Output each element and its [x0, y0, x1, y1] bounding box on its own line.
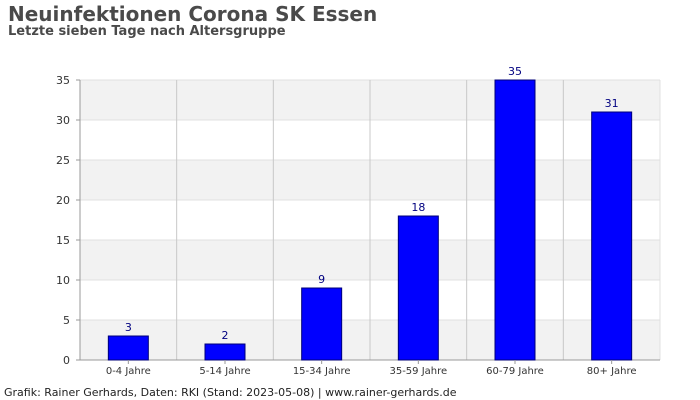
- data-label: 31: [605, 97, 619, 110]
- bar: [591, 111, 633, 361]
- footer-credit: Grafik: Rainer Gerhards, Daten: RKI (Sta…: [4, 386, 457, 399]
- data-label: 35: [508, 65, 522, 78]
- y-tick-label: 35: [56, 74, 70, 87]
- y-tick-label: 10: [56, 274, 70, 287]
- bar: [204, 343, 246, 361]
- bar: [494, 79, 536, 361]
- y-tick-label: 0: [63, 354, 70, 367]
- x-tick-label: 80+ Jahre: [587, 366, 637, 377]
- data-label: 2: [222, 329, 229, 342]
- y-tick-label: 15: [56, 234, 70, 247]
- y-tick-label: 20: [56, 194, 70, 207]
- data-label: 18: [411, 201, 425, 214]
- y-tick-label: 5: [63, 314, 70, 327]
- bar: [107, 335, 149, 361]
- x-tick-label: 60-79 Jahre: [486, 366, 544, 377]
- data-label: 3: [125, 321, 132, 334]
- chart-subtitle: Letzte sieben Tage nach Altersgruppe: [8, 24, 286, 39]
- x-tick-label: 35-59 Jahre: [389, 366, 447, 377]
- y-tick-label: 30: [56, 114, 70, 127]
- chart-title: Neuinfektionen Corona SK Essen: [8, 2, 378, 26]
- x-tick-label: 0-4 Jahre: [106, 366, 151, 377]
- x-tick-label: 5-14 Jahre: [199, 366, 250, 377]
- bar: [397, 215, 439, 361]
- data-label: 9: [318, 273, 325, 286]
- y-tick-label: 25: [56, 154, 70, 167]
- bar: [301, 287, 343, 361]
- x-tick-label: 15-34 Jahre: [293, 366, 351, 377]
